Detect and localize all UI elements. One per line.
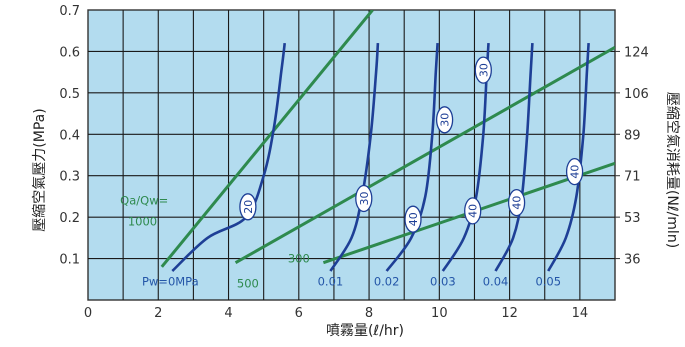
oval-text: 40 xyxy=(569,165,582,179)
oval-label: 40 xyxy=(565,157,584,186)
y-axis-label-right: 壓縮空氣消耗量(Nℓ/mln) xyxy=(664,92,680,248)
oval-shape xyxy=(355,184,373,213)
x-tick-label: 12 xyxy=(501,306,518,321)
ratio-line xyxy=(160,10,374,268)
y-tick-label-right: 124 xyxy=(624,45,649,60)
ratio-line xyxy=(234,45,615,265)
x-axis-label: 噴霧量(ℓ/hr) xyxy=(326,323,404,339)
oval-label: 40 xyxy=(404,205,422,233)
ratio-label-300: 300 xyxy=(288,252,310,266)
y-tick-label: 0.3 xyxy=(59,170,80,185)
annotations: Pw=0MPa 0.01 0.02 0.03 0.04 0.05 Qa/Qw= 1000 500… xyxy=(120,194,561,291)
x-tick-label: 10 xyxy=(431,306,448,321)
pressure-label: Pw=0MPa xyxy=(142,275,199,289)
oval-shape xyxy=(474,56,492,84)
oval-label: 40 xyxy=(507,188,526,217)
oval-text: 40 xyxy=(407,212,420,226)
x-tick-label: 8 xyxy=(365,306,373,321)
plot-background xyxy=(88,10,615,300)
pressure-label: 0.04 xyxy=(483,275,509,289)
pressure-curve xyxy=(171,42,286,272)
oval-text: 40 xyxy=(467,204,480,218)
ratio-label-1000: 1000 xyxy=(128,214,157,228)
pressure-label: 0.05 xyxy=(535,275,561,289)
oval-shape xyxy=(239,193,257,221)
y-tick-label-right: 89 xyxy=(624,128,641,143)
oval-label: 30 xyxy=(435,106,454,134)
oval-shape xyxy=(404,205,422,233)
x-tick-label: 4 xyxy=(224,306,232,321)
pressure-curve xyxy=(385,43,439,272)
x-tick-label: 2 xyxy=(154,306,162,321)
chart-frame xyxy=(87,9,620,301)
y-tick-label: 0.4 xyxy=(59,128,80,143)
pressure-curve xyxy=(494,43,534,272)
tick-labels: 0 2 4 6 8 10 12 14 0.1 0.2 0.3 0.4 0.5 0.6 0.7 36 53 71 89… xyxy=(59,4,649,321)
pressure-curve xyxy=(329,43,380,272)
pressure-label: 0.01 xyxy=(318,275,344,289)
water-pressure-curves xyxy=(171,42,590,272)
oval-shape xyxy=(507,188,526,217)
oval-shape xyxy=(435,106,454,134)
oval-label: 20 xyxy=(239,193,257,221)
y-tick-label: 0.7 xyxy=(59,4,80,19)
oval-text: 30 xyxy=(439,113,452,127)
oval-text: 30 xyxy=(477,63,490,77)
y-tick-label-right: 71 xyxy=(624,170,641,185)
oval-shape xyxy=(464,197,482,225)
oval-label: 40 xyxy=(464,197,482,225)
x-tick-label: 14 xyxy=(572,306,589,321)
y-tick-label: 0.1 xyxy=(59,253,80,268)
y-tick-label-right: 106 xyxy=(624,87,649,102)
plot-border xyxy=(87,9,616,301)
y-tick-label-right: 53 xyxy=(624,211,641,226)
y-tick-label: 0.5 xyxy=(59,87,80,102)
y-tick-label: 0.6 xyxy=(59,45,80,60)
ratio-label-500: 500 xyxy=(237,276,259,290)
oval-label: 30 xyxy=(355,184,373,213)
oval-text: 20 xyxy=(242,200,255,214)
ratio-title: Qa/Qw= xyxy=(120,194,168,208)
y-tick-label: 0.2 xyxy=(59,211,80,226)
pressure-label: 0.03 xyxy=(430,275,456,289)
y-tick-label-right: 36 xyxy=(624,253,641,268)
x-tick-label: 6 xyxy=(295,306,303,321)
oval-text: 30 xyxy=(358,192,371,206)
x-tick-label: 0 xyxy=(84,306,92,321)
pressure-label: 0.02 xyxy=(374,275,400,289)
oval-labels: 20 30 30 30 40 40 40 40 xyxy=(239,56,584,233)
y-axis-label: 壓縮空氣壓力(MPa) xyxy=(32,108,48,231)
oval-shape xyxy=(565,157,584,186)
oval-text: 40 xyxy=(511,196,524,210)
oval-label: 30 xyxy=(474,56,492,84)
